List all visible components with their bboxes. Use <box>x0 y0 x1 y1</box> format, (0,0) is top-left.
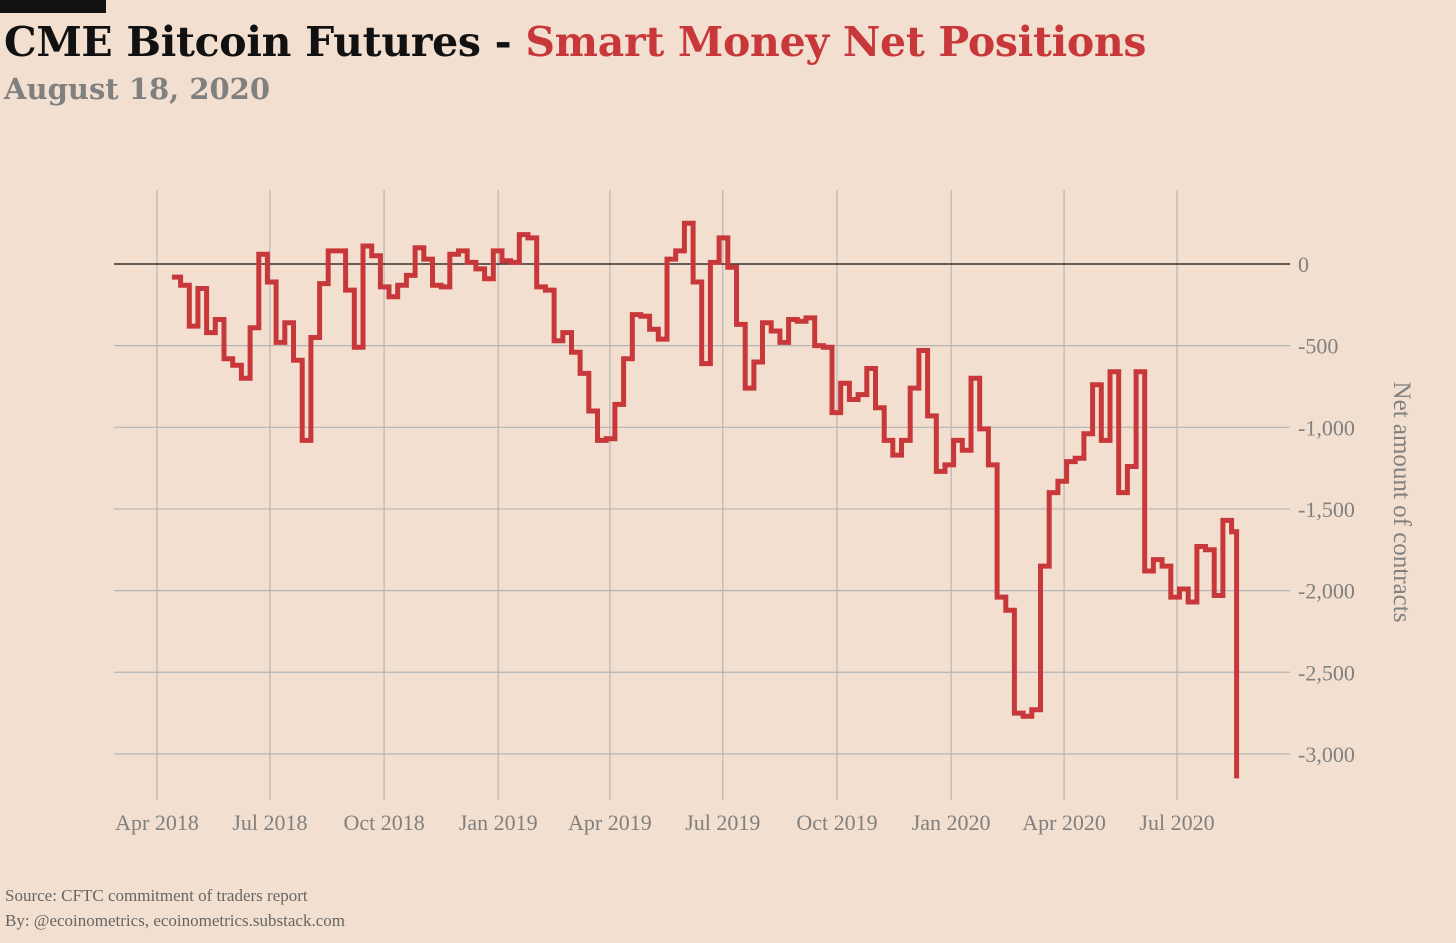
x-tick-labels: Apr 2018 Jul 2018 Oct 2018 Jan 2019 Apr 2019… <box>115 810 1214 835</box>
net-positions-line <box>171 220 1240 779</box>
chart-subtitle: August 18, 2020 <box>4 72 271 106</box>
chart-title: CME Bitcoin Futures - Smart Money Net Po… <box>4 18 1147 66</box>
chart-title-part1: CME Bitcoin Futures - <box>4 18 526 66</box>
y-tick-label-3: -1,500 <box>1298 497 1355 522</box>
x-tick-label-2: Oct 2018 <box>343 810 424 835</box>
x-tick-label-8: Apr 2020 <box>1022 810 1106 835</box>
x-tick-label-7: Jan 2020 <box>912 810 991 835</box>
horizontal-gridlines <box>114 345 1290 755</box>
y-tick-label-5: -2,500 <box>1298 660 1355 685</box>
chart-title-part2: Smart Money Net Positions <box>525 18 1147 66</box>
x-tick-label-0: Apr 2018 <box>115 810 199 835</box>
x-tick-label-3: Jan 2019 <box>459 810 538 835</box>
y-tick-label-1: -500 <box>1298 334 1338 359</box>
y-axis-label: Net amount of contracts <box>1388 382 1415 623</box>
x-tick-label-6: Oct 2019 <box>796 810 877 835</box>
y-tick-labels: 0 -500 -1,000 -1,500 -2,000 -2,500 -3,000 <box>1298 252 1355 767</box>
vertical-gridlines <box>156 190 1178 800</box>
y-tick-label-2: -1,000 <box>1298 415 1355 440</box>
x-tick-label-4: Apr 2019 <box>568 810 652 835</box>
y-tick-label-0: 0 <box>1298 252 1309 277</box>
y-tick-label-4: -2,000 <box>1298 579 1355 604</box>
top-accent-bar <box>0 0 106 13</box>
x-tick-label-1: Jul 2018 <box>232 810 307 835</box>
source-note: Source: CFTC commitment of traders repor… <box>5 886 308 905</box>
byline: By: @ecoinometrics, ecoinometrics.substa… <box>5 911 345 930</box>
x-tick-label-9: Jul 2020 <box>1139 810 1214 835</box>
x-tick-label-5: Jul 2019 <box>685 810 760 835</box>
y-tick-label-6: -3,000 <box>1298 742 1355 767</box>
